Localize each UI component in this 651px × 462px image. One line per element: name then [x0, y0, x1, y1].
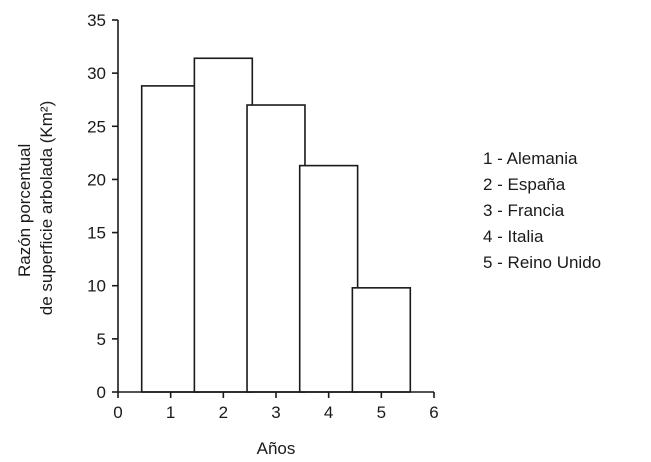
x-tick-label-0: 0 — [113, 403, 122, 422]
x-tick-label-5: 5 — [377, 403, 386, 422]
y-tick-label-30: 30 — [87, 64, 106, 83]
x-axis-ticks: 0 1 2 3 4 5 6 — [113, 392, 439, 422]
y-axis-title-line-2: de superficie arbolada (Km²) — [37, 101, 56, 315]
y-tick-label-25: 25 — [87, 117, 106, 136]
x-tick-label-6: 6 — [429, 403, 438, 422]
y-tick-label-5: 5 — [97, 330, 106, 349]
legend-entry-5: 5 - Reino Unido — [483, 253, 601, 272]
legend-entry-2: 2 - España — [483, 175, 566, 194]
bar-2 — [193, 57, 254, 393]
y-tick-label-20: 20 — [87, 170, 106, 189]
legend-entry-1: 1 - Alemania — [483, 149, 578, 168]
bar-5 — [351, 287, 412, 393]
y-tick-label-15: 15 — [87, 224, 106, 243]
y-axis-ticks: 0 5 10 15 20 25 30 35 — [87, 11, 118, 402]
x-tick-label-1: 1 — [166, 403, 175, 422]
bar-3 — [246, 104, 306, 393]
y-axis-title-line-1: Razón porcentual — [15, 144, 34, 277]
legend-entry-4: 4 - Italia — [483, 227, 544, 246]
bar-1 — [140, 85, 201, 393]
legend-entry-3: 3 - Francia — [483, 201, 565, 220]
bars — [140, 57, 412, 393]
y-tick-label-10: 10 — [87, 277, 106, 296]
x-tick-label-3: 3 — [271, 403, 280, 422]
legend: 1 - Alemania 2 - España 3 - Francia 4 - Ita… — [483, 149, 601, 272]
y-axis-title: Razón porcentual de superficie arbolada … — [15, 101, 56, 315]
bar-4 — [298, 164, 359, 393]
x-tick-label-2: 2 — [219, 403, 228, 422]
y-tick-label-0: 0 — [97, 383, 106, 402]
y-tick-label-35: 35 — [87, 11, 106, 30]
x-axis-title: Años — [257, 439, 296, 458]
x-tick-label-4: 4 — [324, 403, 333, 422]
